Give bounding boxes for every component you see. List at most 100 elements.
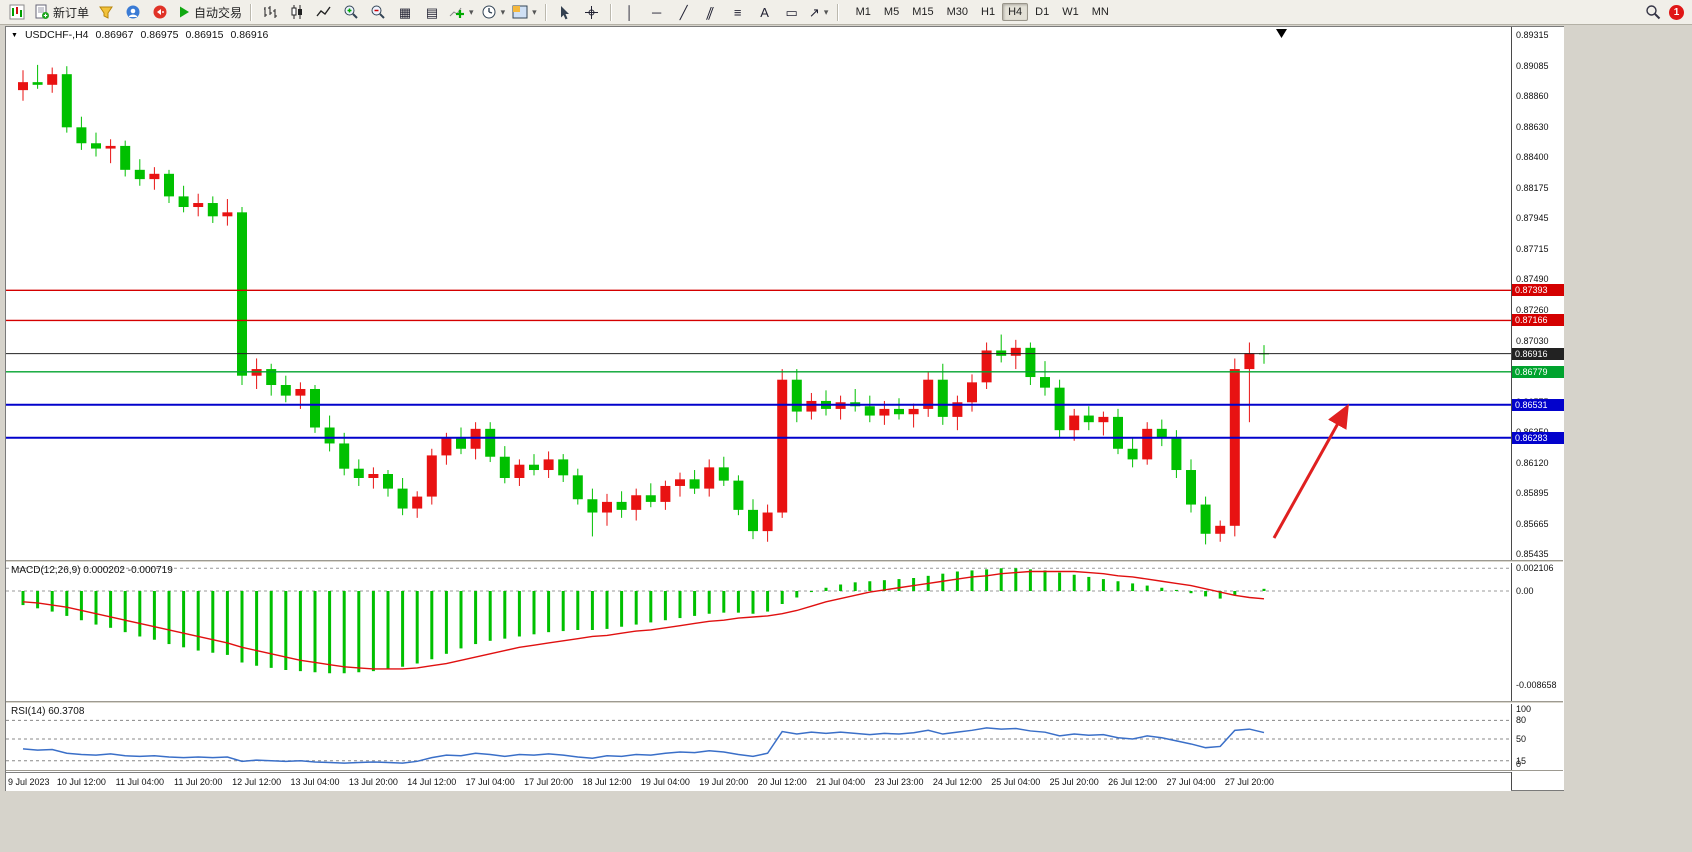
tile-windows-button[interactable]: ▦ bbox=[392, 2, 418, 22]
price-tag: 0.86779 bbox=[1512, 365, 1564, 378]
news-button[interactable] bbox=[147, 2, 173, 22]
zoom-out-button[interactable] bbox=[365, 2, 391, 22]
symbol-dropdown-icon[interactable]: ▼ bbox=[11, 31, 18, 39]
time-axis[interactable]: 9 Jul 2023 10 Jul 12:00 11 Jul 04:00 11 Jul… bbox=[6, 772, 1511, 791]
zoom-in-button[interactable] bbox=[338, 2, 364, 22]
app-chart-button[interactable] bbox=[4, 2, 30, 22]
price-tag: 0.86531 bbox=[1512, 398, 1564, 411]
notification-badge[interactable]: 1 bbox=[1669, 4, 1684, 20]
price-scale-label: 0.87945 bbox=[1516, 213, 1549, 224]
cursor-tool-button[interactable] bbox=[552, 2, 578, 22]
timeframe-h4[interactable]: H4 bbox=[1002, 3, 1029, 21]
templates-button[interactable]: ▾ bbox=[509, 2, 540, 22]
cursor-icon bbox=[560, 5, 569, 19]
price-scale[interactable]: 0.89315 0.89085 0.88860 0.88630 0.88400 0.881… bbox=[1511, 27, 1564, 790]
rsi-pane[interactable]: RSI(14) 60.3708 bbox=[6, 704, 1511, 770]
arrows-tool-button[interactable]: ↗ ▾ bbox=[806, 2, 832, 22]
chart-ohlc-header: ▼ USDCHF-,H4 0.86967 0.86975 0.86915 0.8… bbox=[11, 29, 268, 41]
arrows-tool-icon: ↗ bbox=[808, 4, 820, 20]
time-label: 25 Jul 20:00 bbox=[1049, 777, 1099, 787]
time-label: 25 Jul 04:00 bbox=[991, 777, 1041, 787]
timeframe-m30[interactable]: M30 bbox=[946, 6, 968, 18]
chevron-down-icon: ▾ bbox=[823, 6, 829, 17]
time-label: 18 Jul 12:00 bbox=[582, 777, 632, 787]
timeframe-m15[interactable]: M15 bbox=[912, 6, 934, 18]
ohlc-open: 0.86967 bbox=[95, 29, 134, 41]
price-scale-label: 0.87715 bbox=[1516, 243, 1549, 254]
pane-splitter[interactable] bbox=[6, 560, 1563, 563]
price-scale-label: 0.86120 bbox=[1516, 457, 1549, 468]
search-icon[interactable] bbox=[1645, 4, 1661, 20]
price-scale-label: 0.88400 bbox=[1516, 152, 1549, 163]
time-label: 13 Jul 20:00 bbox=[348, 777, 398, 787]
price-chart-canvas[interactable] bbox=[6, 27, 1511, 560]
chevron-down-icon: ▾ bbox=[469, 6, 474, 17]
horizontal-line-tool-button[interactable]: ─ bbox=[644, 2, 670, 22]
rsi-scale-label: 0 bbox=[1516, 759, 1522, 769]
price-scale-label: 0.88175 bbox=[1516, 182, 1549, 193]
macd-canvas[interactable] bbox=[6, 563, 1511, 701]
fibonacci-tool-button[interactable]: ≡ bbox=[725, 2, 751, 22]
price-scale-label: 0.87030 bbox=[1516, 335, 1549, 346]
play-icon bbox=[180, 6, 190, 18]
channel-tool-button[interactable]: ∥ bbox=[698, 2, 724, 22]
chart-window: ▼ USDCHF-,H4 0.86967 0.86975 0.86915 0.8… bbox=[5, 26, 1564, 791]
app-chart-icon bbox=[9, 4, 25, 20]
timeframe-w1[interactable]: W1 bbox=[1062, 6, 1079, 18]
timeframe-mn[interactable]: MN bbox=[1091, 6, 1109, 18]
time-label: 17 Jul 20:00 bbox=[524, 777, 574, 787]
bar-chart-mode-button[interactable] bbox=[257, 2, 283, 22]
support-button[interactable] bbox=[120, 2, 146, 22]
pane-splitter[interactable] bbox=[6, 770, 1563, 772]
line-chart-mode-button[interactable] bbox=[311, 2, 337, 22]
text-tool-button[interactable]: A bbox=[752, 2, 778, 22]
new-order-button[interactable]: 新订单 bbox=[31, 2, 92, 22]
time-label: 27 Jul 04:00 bbox=[1166, 777, 1216, 787]
timeframe-m1[interactable]: M1 bbox=[855, 6, 871, 18]
time-label: 23 Jul 23:00 bbox=[874, 777, 924, 787]
price-scale-label: 0.85435 bbox=[1516, 549, 1549, 560]
bar-chart-icon bbox=[264, 6, 278, 18]
time-label: 10 Jul 12:00 bbox=[56, 777, 106, 787]
ohlc-high: 0.86975 bbox=[140, 29, 179, 41]
price-scale-label: 0.87260 bbox=[1516, 304, 1549, 315]
macd-scale-label: -0.008658 bbox=[1516, 679, 1557, 690]
time-label: 13 Jul 04:00 bbox=[290, 777, 340, 787]
trendline-tool-button[interactable]: ╱ bbox=[671, 2, 697, 22]
timeframe-m5[interactable]: M5 bbox=[883, 6, 900, 18]
auto-trading-button[interactable]: 自动交易 bbox=[174, 2, 245, 22]
ohlc-low: 0.86915 bbox=[185, 29, 224, 41]
template-icon bbox=[512, 5, 528, 19]
publish-button[interactable] bbox=[93, 2, 119, 22]
megaphone-icon bbox=[153, 5, 167, 19]
auto-trading-label: 自动交易 bbox=[194, 5, 243, 20]
toolbar: 新订单 自动交易 bbox=[0, 0, 1692, 25]
price-tag: 0.87393 bbox=[1512, 284, 1564, 297]
time-label: 12 Jul 12:00 bbox=[232, 777, 282, 787]
price-tag: 0.87166 bbox=[1512, 314, 1564, 327]
ohlc-close: 0.86916 bbox=[230, 29, 269, 41]
horizontal-line-icon: ─ bbox=[652, 4, 662, 20]
cascade-windows-button[interactable]: ▤ bbox=[419, 2, 445, 22]
macd-scale-label: 0.00 bbox=[1516, 586, 1534, 596]
channel-icon: ∥ bbox=[704, 4, 717, 20]
time-label: 24 Jul 12:00 bbox=[932, 777, 982, 787]
pane-splitter[interactable] bbox=[6, 701, 1563, 704]
candlestick-mode-button[interactable] bbox=[284, 2, 310, 22]
macd-pane[interactable]: MACD(12,26,9) 0.000202 -0.000719 bbox=[6, 563, 1511, 701]
price-pane[interactable]: ▼ USDCHF-,H4 0.86967 0.86975 0.86915 0.8… bbox=[6, 27, 1511, 560]
label-tool-button[interactable]: ▭ bbox=[779, 2, 805, 22]
time-label: 9 Jul 2023 bbox=[8, 777, 50, 787]
indicators-button[interactable]: ▾ bbox=[446, 2, 477, 22]
timeframe-d1[interactable]: D1 bbox=[1035, 6, 1050, 18]
rsi-scale: 100 80 50 15 0 bbox=[1512, 704, 1564, 770]
vertical-line-tool-button[interactable]: │ bbox=[617, 2, 643, 22]
time-label: 11 Jul 20:00 bbox=[174, 777, 223, 787]
rsi-canvas[interactable] bbox=[6, 704, 1511, 770]
zoom-out-icon bbox=[371, 5, 385, 19]
timeframe-h1[interactable]: H1 bbox=[981, 6, 996, 18]
tile-windows-icon: ▦ bbox=[398, 4, 412, 20]
crosshair-tool-button[interactable] bbox=[579, 2, 605, 22]
headset-icon bbox=[126, 5, 140, 19]
periods-button[interactable]: ▾ bbox=[478, 2, 509, 22]
